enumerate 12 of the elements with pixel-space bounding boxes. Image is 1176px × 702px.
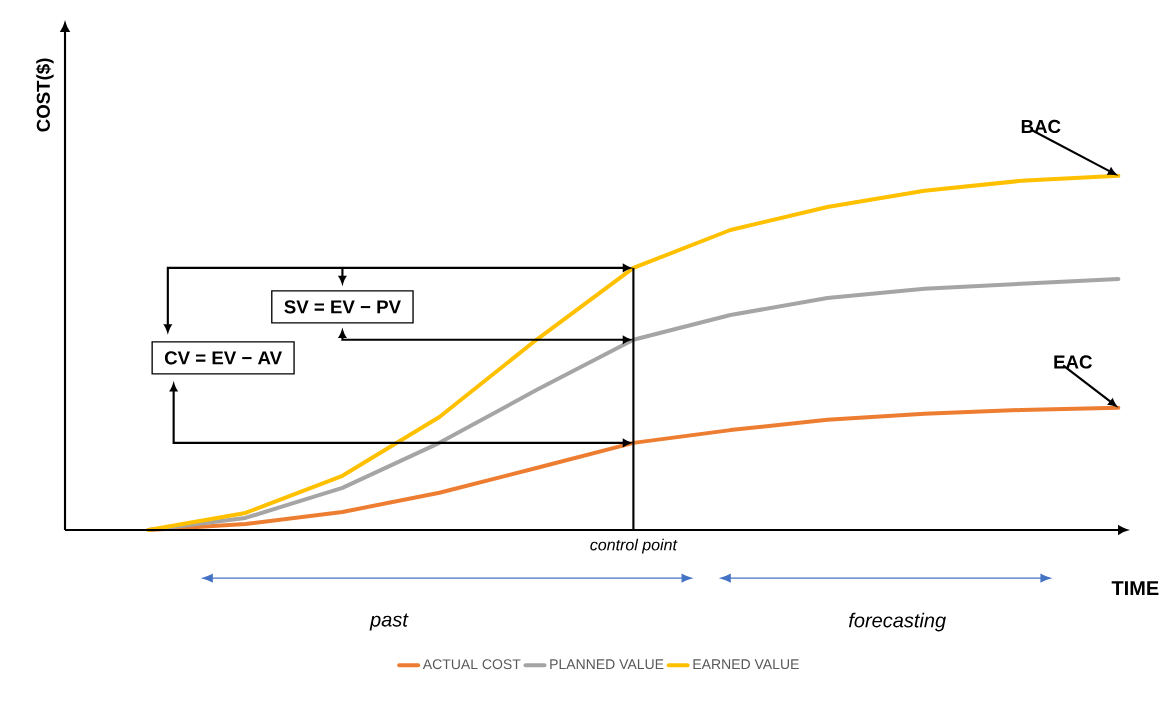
legend-label: PLANNED VALUE: [550, 659, 664, 670]
legend-label: EARNED VALUE: [693, 659, 799, 670]
annotation: CV = EV − AV: [164, 351, 282, 365]
text: forecasting: [848, 612, 946, 632]
annotation: BAC: [1021, 119, 1061, 134]
x-axis-title: TIME: [1111, 581, 1159, 596]
annotation: SV = EV − PV: [284, 300, 401, 314]
text: past: [369, 613, 409, 631]
legend-label: ACTUAL COST: [422, 659, 521, 670]
text: control point: [590, 538, 678, 554]
annotation: EAC: [1054, 355, 1092, 369]
y-axis-title: COST($): [35, 58, 54, 132]
